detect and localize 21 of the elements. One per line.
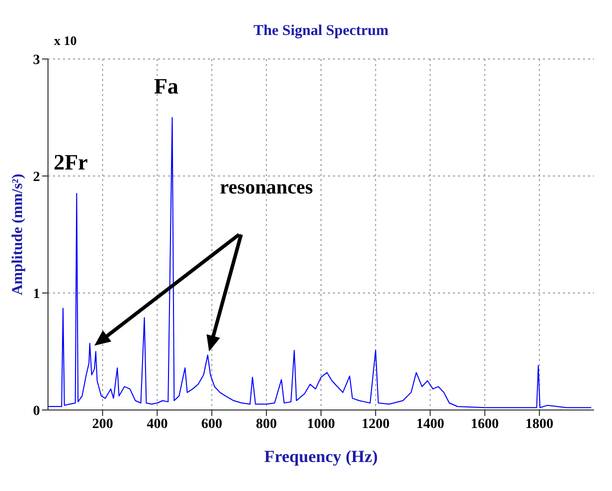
x-tick-label: 1800 (525, 416, 554, 432)
y-tick-label: 1 (33, 286, 40, 302)
x-tick-label: 1200 (362, 416, 390, 432)
x-tick-label: 200 (92, 416, 114, 432)
y-tick-label: 0 (33, 404, 40, 419)
y-tick-label: 3 (33, 52, 40, 68)
chart-title: The Signal Spectrum (253, 23, 390, 39)
annotation: resonances (220, 176, 314, 199)
x-tick-label: 600 (201, 416, 222, 432)
x-tick-label: 400 (146, 416, 168, 432)
line-series (48, 117, 592, 408)
x-axis-title: Frequency (Hz) (264, 447, 378, 466)
text: x 10 (54, 33, 77, 48)
x-tick-label: 1600 (470, 416, 499, 432)
y-axis-title: Amplitude (mm/s²) (10, 174, 26, 296)
x-tick-label: 800 (256, 416, 277, 432)
x-tick-label: 1000 (307, 416, 335, 432)
annotation: 2Fr (54, 150, 88, 175)
annotation: Fa (154, 74, 178, 98)
x-tick-label: 1400 (416, 416, 444, 432)
y-tick-label: 2 (33, 170, 40, 185)
